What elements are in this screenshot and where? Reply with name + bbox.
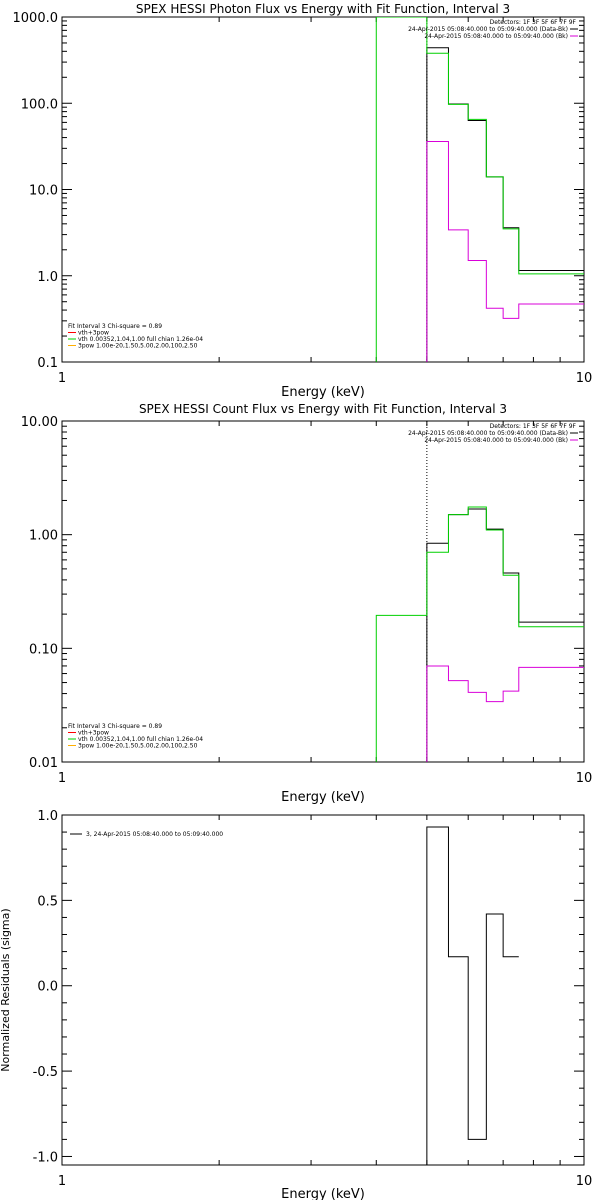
series-vth-0-00352-1-04-1-0-line xyxy=(375,506,584,762)
series-3-24-apr-2015-05-08--line xyxy=(426,826,519,1165)
plot-area xyxy=(426,826,519,1165)
x-tick-label: 1 xyxy=(58,1174,66,1189)
y-axis-label: Normalized Residuals (sigma) xyxy=(0,908,12,1071)
series-data-bk-line xyxy=(426,47,584,362)
y-tick-label: -0.5 xyxy=(33,1065,58,1080)
y-tick-label: 1000.0 xyxy=(13,11,59,26)
chart-panel-2: SPEX HESSI Count Flux vs Energy with Fit… xyxy=(21,402,592,805)
series-bk-line xyxy=(426,141,584,362)
legend-entry: 24-Apr-2015 05:08:40.000 to 05:09:40.000… xyxy=(424,437,568,444)
legend-entry: Detectors: 1F 3F 5F 6F 7F 9F xyxy=(490,423,577,430)
y-tick-label: 10.00 xyxy=(21,415,58,430)
x-ticks xyxy=(61,17,585,362)
legend-entry: Fit Interval 3 Chi-square = 0.89 xyxy=(68,723,162,730)
x-tick-label: 1 xyxy=(58,771,66,786)
legend-entry: 24-Apr-2015 05:08:40.000 to 05:09:40.000… xyxy=(408,430,568,437)
y-ticks xyxy=(62,16,584,363)
y-tick-label: 10.0 xyxy=(29,184,58,199)
x-axis-label: Energy (keV) xyxy=(281,385,365,400)
legend-entry: vth+3pow xyxy=(78,730,109,737)
y-tick-label: 0.1 xyxy=(37,356,58,371)
legend-top-right: Detectors: 1F 3F 5F 6F 7F 9F24-Apr-2015 … xyxy=(408,423,578,444)
y-tick-label: 0.5 xyxy=(37,894,58,909)
y-tick-label: 100.0 xyxy=(21,97,58,112)
legend-entry: 3pow 1.00e-20,1.50,5.00,2.00,100,2.50 xyxy=(78,743,198,750)
y-tick-label: 0.10 xyxy=(29,642,58,657)
legend-entry: 24-Apr-2015 05:08:40.000 to 05:09:40.000… xyxy=(408,26,568,33)
x-axis-label: Energy (keV) xyxy=(281,790,365,805)
plot-area xyxy=(375,421,584,762)
legend-entry: vth 0.00352,1.04,1.00 full chian 1.26e-0… xyxy=(78,336,203,343)
x-tick-label: 10 xyxy=(576,771,593,786)
legend-top-right: Detectors: 1F 3F 5F 6F 7F 9F24-Apr-2015 … xyxy=(408,19,578,40)
legend-bottom-left: Fit Interval 3 Chi-square = 0.89vth+3pow… xyxy=(68,723,203,750)
chart-panel-1: SPEX HESSI Photon Flux vs Energy with Fi… xyxy=(13,2,593,400)
plot-area xyxy=(375,17,584,362)
y-tick-label: 1.0 xyxy=(37,809,58,824)
x-axis-label: Energy (keV) xyxy=(281,1187,365,1200)
x-ticks xyxy=(61,815,585,1165)
y-tick-label: 1.0 xyxy=(37,270,58,285)
y-ticks xyxy=(62,420,584,763)
legend-entry: 24-Apr-2015 05:08:40.000 to 05:09:40.000… xyxy=(424,33,568,40)
series-vth-0-00352-1-04-1-0-line xyxy=(375,17,584,362)
y-ticks xyxy=(62,814,584,1157)
legend-entry: 3pow 1.00e-20,1.50,5.00,2.00,100,2.50 xyxy=(78,343,198,350)
plot-frame xyxy=(61,16,585,363)
y-tick-label: 0.0 xyxy=(37,980,58,995)
x-tick-label: 1 xyxy=(58,371,66,386)
plot-frame xyxy=(61,814,585,1166)
x-tick-label: 10 xyxy=(576,371,593,386)
legend-entry: vth 0.00352,1.04,1.00 full chian 1.26e-0… xyxy=(78,736,203,743)
series-data-bk-line xyxy=(426,508,584,762)
legend-entry: vth+3pow xyxy=(78,330,109,337)
chart-title: SPEX HESSI Count Flux vs Energy with Fit… xyxy=(139,402,507,416)
y-tick-label: 1.00 xyxy=(29,529,58,544)
y-tick-label: 0.01 xyxy=(29,756,58,771)
chart-panel-3: 1 10 Energy (keV) 1.0 0.5 0.0 -0.5 -1.0 Normaliz… xyxy=(0,809,592,1200)
legend-entry: 3, 24-Apr-2015 05:08:40.000 to 05:09:40.… xyxy=(86,831,223,838)
plot-frame xyxy=(61,420,585,763)
legend-entry: Fit Interval 3 Chi-square = 0.89 xyxy=(68,323,162,330)
legend-entry: Detectors: 1F 3F 5F 6F 7F 9F xyxy=(490,19,577,26)
legend-top-left: 3, 24-Apr-2015 05:08:40.000 to 05:09:40.… xyxy=(70,831,223,838)
x-tick-label: 10 xyxy=(576,1174,593,1189)
series-bk-line xyxy=(426,665,584,762)
legend-bottom-left: Fit Interval 3 Chi-square = 0.89vth+3pow… xyxy=(68,323,203,350)
x-ticks xyxy=(61,421,585,762)
chart-title: SPEX HESSI Photon Flux vs Energy with Fi… xyxy=(136,2,510,16)
y-tick-label: -1.0 xyxy=(33,1150,58,1165)
